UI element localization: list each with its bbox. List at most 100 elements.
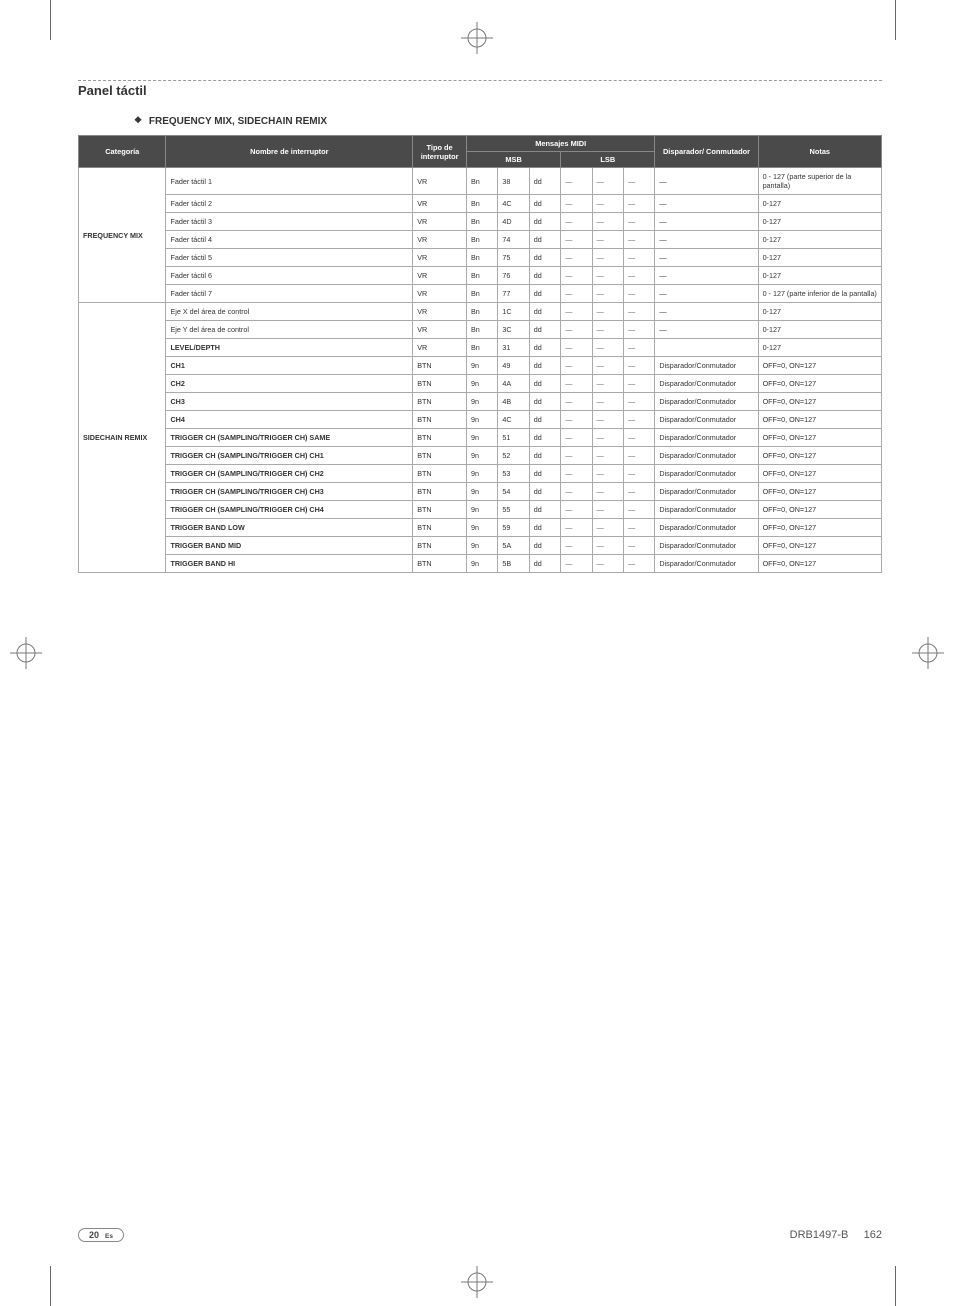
- switch-name-cell: CH1: [166, 357, 413, 375]
- msb1-cell: Bn: [467, 213, 498, 231]
- lsb3-cell: —: [623, 447, 654, 465]
- msb2-cell: 4D: [498, 213, 529, 231]
- lsb1-cell: —: [561, 411, 592, 429]
- lsb1-cell: —: [561, 375, 592, 393]
- msb1-cell: 9n: [467, 555, 498, 573]
- msb2-cell: 74: [498, 231, 529, 249]
- msb2-cell: 54: [498, 483, 529, 501]
- msb1-cell: Bn: [467, 249, 498, 267]
- type-cell: BTN: [413, 357, 467, 375]
- msb1-cell: 9n: [467, 483, 498, 501]
- table-body: FREQUENCY MIXFader táctil 1VRBn38dd————0…: [79, 168, 882, 573]
- notes-cell: OFF=0, ON=127: [758, 483, 881, 501]
- lsb1-cell: —: [561, 519, 592, 537]
- msb2-cell: 1C: [498, 303, 529, 321]
- type-cell: VR: [413, 213, 467, 231]
- lsb2-cell: —: [592, 285, 623, 303]
- type-cell: VR: [413, 249, 467, 267]
- trigger-cell: Disparador/Conmutador: [655, 483, 758, 501]
- type-cell: VR: [413, 267, 467, 285]
- msb1-cell: 9n: [467, 357, 498, 375]
- lsb1-cell: —: [561, 303, 592, 321]
- type-cell: BTN: [413, 393, 467, 411]
- lsb3-cell: —: [623, 357, 654, 375]
- page-number-badge: 20 Es: [78, 1228, 124, 1242]
- msb2-cell: 51: [498, 429, 529, 447]
- trigger-cell: —: [655, 195, 758, 213]
- notes-cell: OFF=0, ON=127: [758, 411, 881, 429]
- lsb3-cell: —: [623, 429, 654, 447]
- page-language: Es: [105, 1233, 113, 1240]
- trigger-cell: —: [655, 285, 758, 303]
- table-row: CH1BTN9n49dd———Disparador/ConmutadorOFF=…: [79, 357, 882, 375]
- trigger-cell: Disparador/Conmutador: [655, 393, 758, 411]
- type-cell: VR: [413, 168, 467, 195]
- msb1-cell: 9n: [467, 519, 498, 537]
- switch-name-cell: TRIGGER CH (SAMPLING/TRIGGER CH) CH4: [166, 501, 413, 519]
- notes-cell: OFF=0, ON=127: [758, 447, 881, 465]
- msb1-cell: 9n: [467, 537, 498, 555]
- type-cell: VR: [413, 231, 467, 249]
- table-row: TRIGGER CH (SAMPLING/TRIGGER CH) CH3BTN9…: [79, 483, 882, 501]
- notes-cell: 0-127: [758, 213, 881, 231]
- trigger-cell: Disparador/Conmutador: [655, 555, 758, 573]
- lsb1-cell: —: [561, 483, 592, 501]
- lsb2-cell: —: [592, 429, 623, 447]
- lsb1-cell: —: [561, 195, 592, 213]
- notes-cell: 0-127: [758, 195, 881, 213]
- notes-cell: 0 - 127 (parte inferior de la pantalla): [758, 285, 881, 303]
- msb1-cell: 9n: [467, 501, 498, 519]
- th-disparador: Disparador/ Conmutador: [655, 136, 758, 168]
- divider-dashed: [78, 80, 882, 81]
- table-row: SIDECHAIN REMIXEje X del área de control…: [79, 303, 882, 321]
- notes-cell: OFF=0, ON=127: [758, 393, 881, 411]
- msb3-cell: dd: [529, 321, 560, 339]
- msb1-cell: 9n: [467, 375, 498, 393]
- lsb3-cell: —: [623, 555, 654, 573]
- msb1-cell: Bn: [467, 303, 498, 321]
- th-lsb: LSB: [561, 152, 655, 168]
- table-row: LEVEL/DEPTHVRBn31dd———0-127: [79, 339, 882, 357]
- switch-name-cell: Fader táctil 6: [166, 267, 413, 285]
- msb1-cell: Bn: [467, 231, 498, 249]
- type-cell: VR: [413, 339, 467, 357]
- trigger-cell: Disparador/Conmutador: [655, 411, 758, 429]
- lsb1-cell: —: [561, 285, 592, 303]
- category-cell: SIDECHAIN REMIX: [79, 303, 166, 573]
- lsb1-cell: —: [561, 213, 592, 231]
- msb3-cell: dd: [529, 519, 560, 537]
- msb3-cell: dd: [529, 303, 560, 321]
- lsb2-cell: —: [592, 267, 623, 285]
- table-row: CH4BTN9n4Cdd———Disparador/ConmutadorOFF=…: [79, 411, 882, 429]
- th-nombre: Nombre de interruptor: [166, 136, 413, 168]
- lsb3-cell: —: [623, 249, 654, 267]
- msb3-cell: dd: [529, 447, 560, 465]
- lsb3-cell: —: [623, 321, 654, 339]
- switch-name-cell: Fader táctil 3: [166, 213, 413, 231]
- type-cell: VR: [413, 195, 467, 213]
- lsb1-cell: —: [561, 321, 592, 339]
- lsb3-cell: —: [623, 231, 654, 249]
- trigger-cell: Disparador/Conmutador: [655, 447, 758, 465]
- lsb1-cell: —: [561, 168, 592, 195]
- msb3-cell: dd: [529, 429, 560, 447]
- table-row: TRIGGER BAND LOWBTN9n59dd———Disparador/C…: [79, 519, 882, 537]
- notes-cell: 0-127: [758, 231, 881, 249]
- table-row: CH3BTN9n4Bdd———Disparador/ConmutadorOFF=…: [79, 393, 882, 411]
- msb1-cell: Bn: [467, 168, 498, 195]
- doc-code-text: DRB1497-B: [790, 1229, 849, 1241]
- msb3-cell: dd: [529, 249, 560, 267]
- trigger-cell: [655, 339, 758, 357]
- switch-name-cell: CH4: [166, 411, 413, 429]
- th-msb: MSB: [467, 152, 561, 168]
- table-head: Categoría Nombre de interruptor Tipo de …: [79, 136, 882, 168]
- switch-name-cell: Fader táctil 2: [166, 195, 413, 213]
- lsb2-cell: —: [592, 537, 623, 555]
- lsb3-cell: —: [623, 285, 654, 303]
- lsb3-cell: —: [623, 168, 654, 195]
- msb3-cell: dd: [529, 393, 560, 411]
- switch-name-cell: TRIGGER BAND MID: [166, 537, 413, 555]
- msb3-cell: dd: [529, 213, 560, 231]
- msb2-cell: 4B: [498, 393, 529, 411]
- lsb3-cell: —: [623, 267, 654, 285]
